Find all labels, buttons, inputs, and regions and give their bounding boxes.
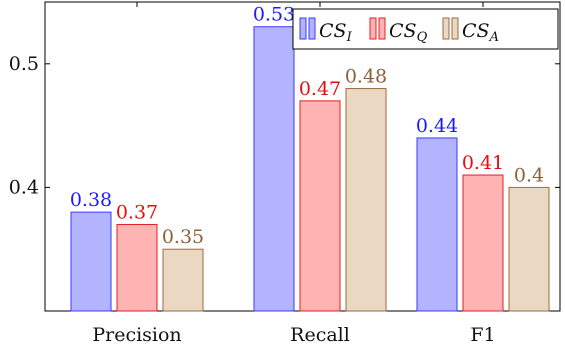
legend-entry-subscript: A [489,30,499,45]
bar-cs-i [416,137,458,312]
legend-entry-subscript: Q [417,30,428,45]
legend-swatch [451,17,459,40]
legend-entry-main: CS [462,20,490,42]
data-label: 0.44 [416,115,458,137]
legend-swatch [378,17,386,40]
bar-cs-i [253,26,295,312]
legend-entry-main: CS [389,20,417,42]
bar-cs-q [462,174,504,312]
bar-cs-i [70,211,112,312]
bar-cs-a [162,248,204,312]
legend-entry: CSA [462,20,499,45]
legend-box [292,8,559,50]
bar-cs-q [299,100,341,312]
x-category-label: Recall [290,324,350,346]
y-tick-label: 0.5 [9,53,39,75]
x-category-label: F1 [470,324,495,346]
data-label: 0.48 [345,66,387,88]
y-tick-label: 0.4 [9,176,39,198]
data-label: 0.35 [162,226,204,248]
legend-swatch [299,17,307,40]
legend-entry-main: CS [319,20,347,42]
bar-cs-a [508,186,550,312]
legend-entry: CSQ [389,20,428,45]
legend-entry-subscript: I [346,30,353,45]
bar-cs-q [116,223,158,312]
x-category-label: Precision [92,324,181,346]
legend-entry: CSI [319,20,353,45]
data-label: 0.37 [116,201,158,223]
data-label: 0.4 [514,164,544,186]
legend-swatch [442,17,450,40]
data-label: 0.47 [299,78,341,100]
data-label: 0.41 [462,152,504,174]
bar-cs-a [345,88,387,312]
data-label: 0.53 [253,4,295,26]
legend-swatch [369,17,377,40]
data-label: 0.38 [70,189,112,211]
legend-swatch [308,17,316,40]
